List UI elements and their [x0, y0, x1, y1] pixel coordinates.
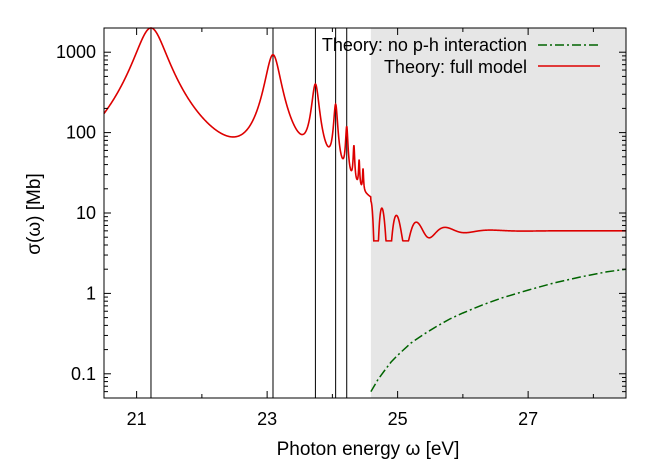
legend: Theory: no p-h interaction Theory: full … [322, 35, 600, 77]
legend-label-full-model: Theory: full model [384, 57, 527, 77]
x-tick-label: 27 [518, 409, 538, 429]
shaded-region [370, 28, 626, 398]
y-axis: 0.1 1 10 100 1000 [56, 27, 626, 399]
y-tick-label: 1 [86, 283, 96, 303]
series-no-ph-interaction [370, 268, 627, 392]
x-axis: 21 23 25 27 [127, 28, 594, 429]
x-tick-label: 23 [257, 409, 277, 429]
y-tick-label: 100 [66, 123, 96, 143]
y-axis-label: σ(ω) [Mb] [24, 173, 45, 254]
x-tick-label: 21 [127, 409, 147, 429]
resonance-lines [150, 28, 348, 398]
y-tick-label: 0.1 [71, 364, 96, 384]
legend-label-no-ph: Theory: no p-h interaction [322, 35, 527, 55]
y-tick-label: 10 [76, 203, 96, 223]
series-full-model [103, 27, 626, 242]
x-tick-label: 25 [388, 409, 408, 429]
y-tick-label: 1000 [56, 42, 96, 62]
x-axis-label: Photon energy ω [eV] [277, 439, 460, 460]
